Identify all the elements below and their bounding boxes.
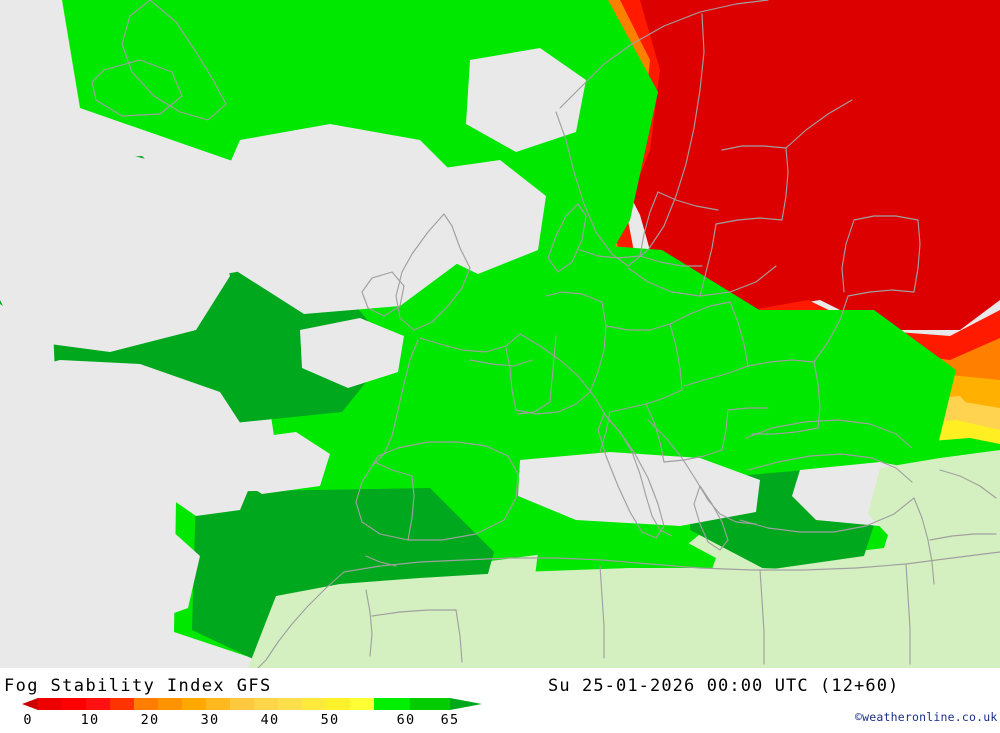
colorbar-tick-30: 30 [200, 712, 220, 728]
valid-time-label: Su 25-01-2026 00:00 UTC (12+60) [548, 676, 900, 696]
fog-stability-index-field [0, 0, 1000, 668]
coastline-border-layer [91, 0, 1000, 668]
colorbar: 0 10 20 30 40 50 60 65 [0, 696, 500, 733]
colorbar-low-arrow [22, 698, 38, 710]
weather-map-canvas[interactable] [0, 0, 1000, 668]
map-footer: Fog Stability Index GFS Su 25-01-2026 00… [0, 668, 1000, 733]
colorbar-gradient [22, 698, 482, 710]
colorbar-tick-0: 0 [23, 712, 33, 728]
ocean-mask-layer [0, 48, 962, 636]
sahara-land [248, 450, 1000, 668]
colorbar-tick-50: 50 [320, 712, 340, 728]
chart-title: Fog Stability Index GFS [4, 676, 272, 696]
colorbar-tick-40: 40 [260, 712, 280, 728]
colorbar-tick-65: 65 [440, 712, 460, 728]
colorbar-high-arrow [450, 698, 482, 710]
colorbar-tick-60: 60 [396, 712, 416, 728]
colorbar-tick-10: 10 [80, 712, 100, 728]
colorbar-tick-20: 20 [140, 712, 160, 728]
copyright-label: ©weatheronline.co.uk [855, 710, 998, 724]
